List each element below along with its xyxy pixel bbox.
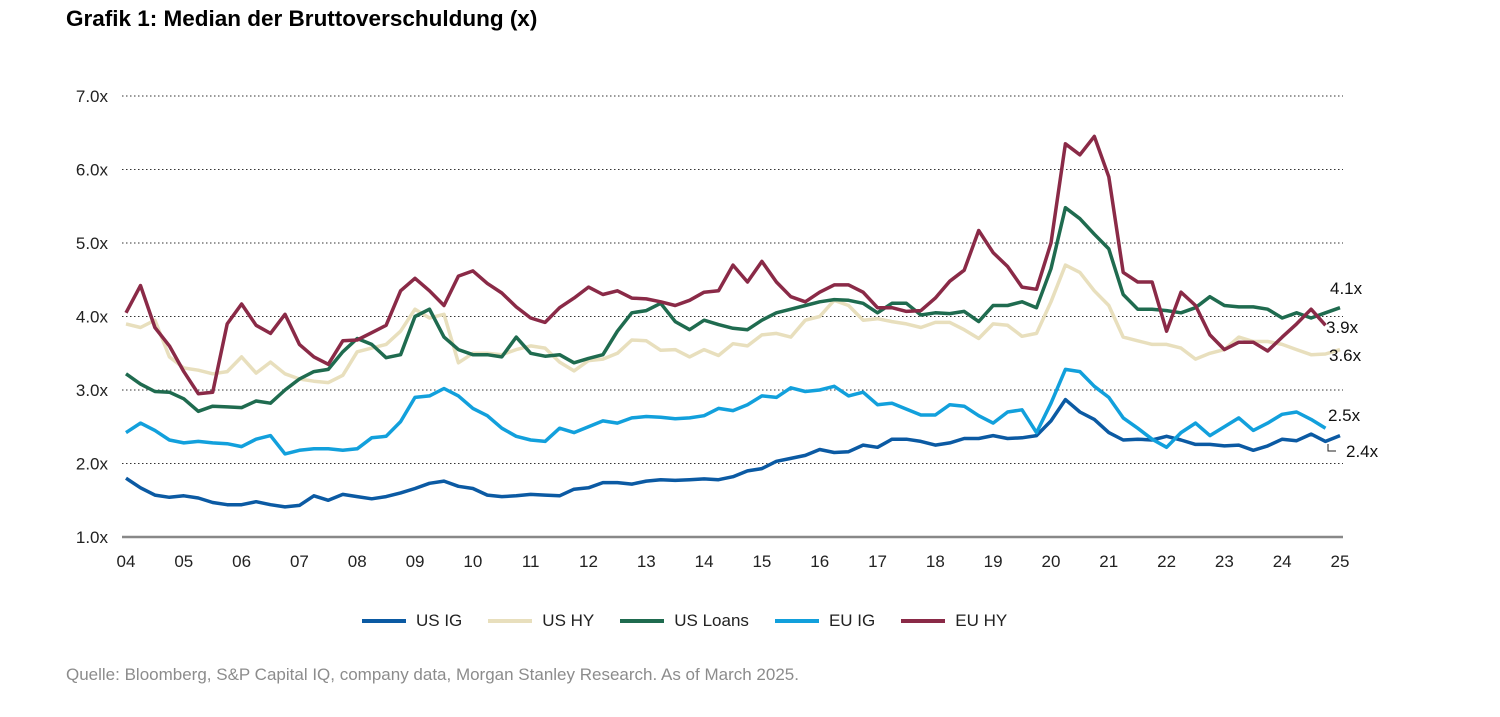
x-tick-label: 17 [868, 552, 887, 571]
x-tick-label: 05 [174, 552, 193, 571]
y-tick-label: 4.0x [76, 308, 109, 327]
x-tick-label: 11 [522, 552, 540, 571]
series-line-us-ig [125, 397, 1341, 509]
x-tick-label: 08 [348, 552, 367, 571]
x-tick-label: 10 [463, 552, 482, 571]
x-tick-label: 21 [1099, 552, 1118, 571]
series-line-eu-hy [124, 134, 1327, 396]
x-tick-label: 19 [984, 552, 1003, 571]
y-tick-label: 3.0x [76, 381, 109, 400]
x-tick-label: 04 [117, 552, 136, 571]
legend-item: US IG [362, 611, 462, 631]
legend-label: US Loans [674, 611, 749, 630]
end-value-label: 4.1x [1330, 279, 1363, 298]
y-tick-label: 5.0x [76, 234, 109, 253]
x-tick-label: 16 [810, 552, 829, 571]
legend-item: EU HY [901, 611, 1007, 631]
legend-swatch [362, 619, 406, 623]
source-note: Quelle: Bloomberg, S&P Capital IQ, compa… [66, 665, 799, 684]
legend-item: US Loans [620, 611, 749, 631]
x-tick-label: 22 [1157, 552, 1176, 571]
end-value-label: 2.4x [1346, 442, 1379, 461]
end-value-label: 3.6x [1329, 346, 1362, 365]
legend-swatch [488, 619, 533, 623]
legend-label: US IG [416, 611, 463, 630]
legend-swatch [774, 619, 819, 623]
series-line-us-loans [124, 205, 1341, 414]
x-tick-label: 24 [1273, 552, 1292, 571]
legend-item: US HY [488, 611, 594, 631]
legend-swatch [620, 619, 665, 623]
legend-swatch [901, 619, 946, 623]
legend-item: EU IG [774, 611, 876, 631]
x-tick-label: 13 [637, 552, 656, 571]
end-value-label: 2.5x [1328, 406, 1361, 425]
series-line-us-hy [125, 263, 1341, 385]
chart-title: Grafik 1: Median der Bruttoverschuldung … [66, 6, 538, 31]
legend-label: EU IG [828, 611, 876, 630]
x-tick-label: 18 [926, 552, 945, 571]
y-tick-label: 2.0x [76, 455, 109, 474]
legend-label: US HY [542, 611, 595, 630]
y-tick-label: 6.0x [76, 161, 109, 180]
legend: US IG US HY US Loans EU IG EU HY [362, 611, 1033, 631]
x-tick-label: 06 [232, 552, 251, 571]
x-tick-label: 07 [290, 552, 309, 571]
end-value-label: 3.9x [1326, 318, 1359, 337]
x-tick-label: 23 [1215, 552, 1234, 571]
x-tick-label: 25 [1331, 552, 1350, 571]
x-tick-label: 12 [579, 552, 598, 571]
legend-label: EU HY [955, 611, 1008, 630]
x-tick-label: 20 [1041, 552, 1060, 571]
x-tick-label: 14 [695, 552, 714, 571]
label-connector [1327, 444, 1336, 452]
y-tick-label: 7.0x [76, 87, 109, 106]
series-line-eu-ig [125, 367, 1327, 456]
x-tick-label: 15 [752, 552, 771, 571]
y-tick-label: 1.0x [76, 528, 109, 547]
x-tick-label: 09 [406, 552, 425, 571]
